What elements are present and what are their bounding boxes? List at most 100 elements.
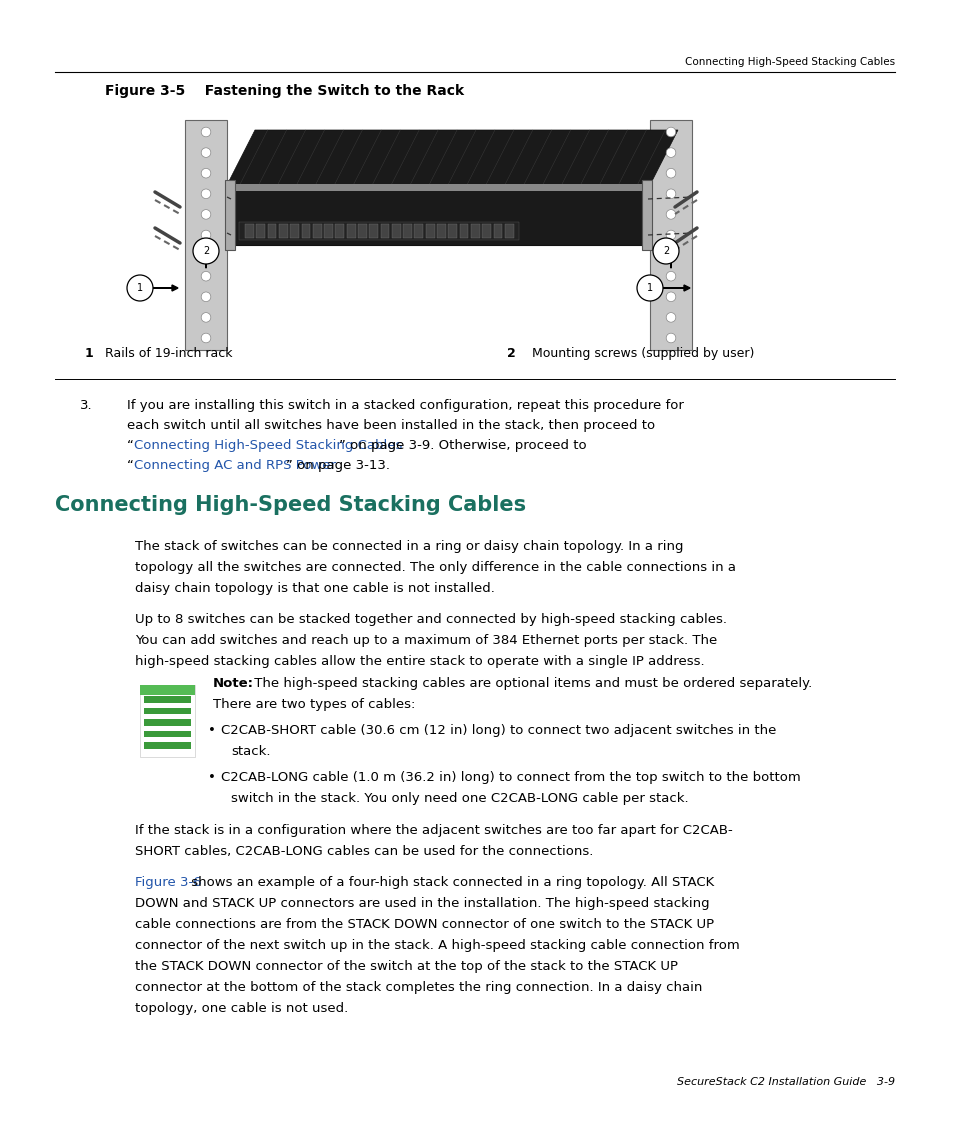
FancyArrow shape bbox=[203, 240, 209, 268]
Text: 2: 2 bbox=[203, 246, 209, 256]
Bar bbox=[493, 225, 502, 237]
Text: 1: 1 bbox=[137, 283, 143, 293]
Bar bbox=[239, 222, 518, 240]
Text: If you are installing this switch in a stacked configuration, repeat this proced: If you are installing this switch in a s… bbox=[127, 399, 683, 412]
Circle shape bbox=[201, 230, 211, 240]
Text: “: “ bbox=[127, 459, 133, 473]
Bar bbox=[225, 180, 234, 250]
Bar bbox=[482, 225, 491, 237]
FancyArrow shape bbox=[661, 285, 689, 291]
Circle shape bbox=[201, 250, 211, 261]
Circle shape bbox=[201, 148, 211, 157]
Text: topology, one cable is not used.: topology, one cable is not used. bbox=[135, 1003, 348, 1015]
Circle shape bbox=[665, 127, 675, 137]
Text: Note:: Note: bbox=[213, 677, 253, 690]
Bar bbox=[459, 225, 468, 237]
Bar bbox=[185, 120, 227, 350]
Bar bbox=[256, 225, 265, 237]
Circle shape bbox=[127, 275, 152, 301]
Circle shape bbox=[201, 272, 211, 281]
Bar bbox=[403, 225, 412, 237]
Bar bbox=[144, 731, 191, 738]
Circle shape bbox=[193, 238, 219, 264]
Text: Rails of 19-inch rack: Rails of 19-inch rack bbox=[105, 347, 233, 360]
Text: The stack of switches can be connected in a ring or daisy chain topology. In a r: The stack of switches can be connected i… bbox=[135, 540, 682, 553]
Text: 2: 2 bbox=[662, 246, 668, 256]
Bar bbox=[392, 225, 400, 237]
Text: 3.: 3. bbox=[80, 399, 92, 412]
Bar bbox=[448, 225, 456, 237]
Bar bbox=[227, 185, 649, 245]
Circle shape bbox=[665, 189, 675, 199]
Bar bbox=[290, 225, 298, 237]
Text: C2CAB-LONG cable (1.0 m (36.2 in) long) to connect from the top switch to the bo: C2CAB-LONG cable (1.0 m (36.2 in) long) … bbox=[221, 772, 800, 784]
Text: 1: 1 bbox=[85, 347, 93, 360]
Bar bbox=[649, 120, 691, 350]
Bar bbox=[301, 225, 310, 237]
Bar bbox=[144, 742, 191, 749]
Circle shape bbox=[665, 250, 675, 261]
Circle shape bbox=[665, 168, 675, 179]
Text: Up to 8 switches can be stacked together and connected by high-speed stacking ca: Up to 8 switches can be stacked together… bbox=[135, 613, 726, 627]
Bar bbox=[245, 225, 253, 237]
Text: the STACK DOWN connector of the switch at the top of the stack to the STACK UP: the STACK DOWN connector of the switch a… bbox=[135, 960, 678, 974]
Bar bbox=[140, 685, 194, 695]
Bar bbox=[425, 225, 435, 237]
Circle shape bbox=[201, 312, 211, 322]
Bar bbox=[268, 225, 276, 237]
Circle shape bbox=[637, 275, 662, 301]
FancyArrow shape bbox=[667, 240, 673, 268]
Text: switch in the stack. You only need one C2CAB-LONG cable per stack.: switch in the stack. You only need one C… bbox=[231, 793, 688, 805]
Text: You can add switches and reach up to a maximum of 384 Ethernet ports per stack. : You can add switches and reach up to a m… bbox=[135, 634, 717, 647]
Text: •: • bbox=[208, 772, 215, 784]
Circle shape bbox=[201, 168, 211, 179]
Circle shape bbox=[665, 312, 675, 322]
Bar bbox=[313, 225, 321, 237]
Bar bbox=[278, 225, 288, 237]
Text: connector of the next switch up in the stack. A high-speed stacking cable connec: connector of the next switch up in the s… bbox=[135, 939, 739, 952]
Circle shape bbox=[665, 148, 675, 157]
Text: 1: 1 bbox=[646, 283, 653, 293]
Bar bbox=[641, 180, 651, 250]
Circle shape bbox=[665, 230, 675, 240]
Text: topology all the switches are connected. The only difference in the cable connec: topology all the switches are connected.… bbox=[135, 560, 735, 574]
Bar bbox=[380, 225, 389, 237]
Text: ” on page 3-13.: ” on page 3-13. bbox=[286, 459, 390, 473]
Circle shape bbox=[665, 210, 675, 219]
Text: Connecting High-Speed Stacking Cables: Connecting High-Speed Stacking Cables bbox=[684, 57, 894, 67]
Text: high-speed stacking cables allow the entire stack to operate with a single IP ad: high-speed stacking cables allow the ent… bbox=[135, 656, 704, 668]
Text: The high-speed stacking cables are optional items and must be ordered separately: The high-speed stacking cables are optio… bbox=[250, 677, 811, 690]
Bar bbox=[335, 225, 344, 237]
Text: SecureStack C2 Installation Guide   3-9: SecureStack C2 Installation Guide 3-9 bbox=[677, 1077, 894, 1087]
Bar bbox=[504, 225, 513, 237]
Text: 2: 2 bbox=[506, 347, 516, 360]
Text: Connecting AC and RPS Power: Connecting AC and RPS Power bbox=[133, 459, 335, 473]
Text: Figure 3-6: Figure 3-6 bbox=[135, 876, 201, 889]
Bar bbox=[414, 225, 423, 237]
Text: stack.: stack. bbox=[231, 746, 271, 758]
Bar bbox=[436, 225, 445, 237]
Circle shape bbox=[201, 292, 211, 302]
Text: Figure 3-5    Fastening the Switch to the Rack: Figure 3-5 Fastening the Switch to the R… bbox=[105, 84, 464, 98]
Text: daisy chain topology is that one cable is not installed.: daisy chain topology is that one cable i… bbox=[135, 582, 495, 595]
FancyArrow shape bbox=[150, 285, 178, 291]
Text: SHORT cables, C2CAB-LONG cables can be used for the connections.: SHORT cables, C2CAB-LONG cables can be u… bbox=[135, 844, 593, 858]
Text: connector at the bottom of the stack completes the ring connection. In a daisy c: connector at the bottom of the stack com… bbox=[135, 982, 701, 994]
Circle shape bbox=[652, 238, 679, 264]
Bar bbox=[227, 184, 649, 191]
Bar bbox=[144, 720, 191, 725]
Text: There are two types of cables:: There are two types of cables: bbox=[213, 697, 415, 711]
Text: cable connections are from the STACK DOWN connector of one switch to the STACK U: cable connections are from the STACK DOW… bbox=[135, 919, 714, 931]
Text: •: • bbox=[208, 724, 215, 737]
Text: ” on page 3-9. Otherwise, proceed to: ” on page 3-9. Otherwise, proceed to bbox=[338, 439, 586, 453]
Text: “: “ bbox=[127, 439, 133, 453]
Bar bbox=[144, 696, 191, 703]
Circle shape bbox=[665, 292, 675, 302]
Bar bbox=[357, 225, 366, 237]
Bar bbox=[144, 707, 191, 714]
Text: C2CAB-SHORT cable (30.6 cm (12 in) long) to connect two adjacent switches in the: C2CAB-SHORT cable (30.6 cm (12 in) long)… bbox=[221, 724, 776, 737]
Text: each switch until all switches have been installed in the stack, then proceed to: each switch until all switches have been… bbox=[127, 419, 655, 432]
Circle shape bbox=[201, 127, 211, 137]
Bar bbox=[324, 225, 333, 237]
Text: Connecting High-Speed Stacking Cables: Connecting High-Speed Stacking Cables bbox=[55, 495, 525, 515]
